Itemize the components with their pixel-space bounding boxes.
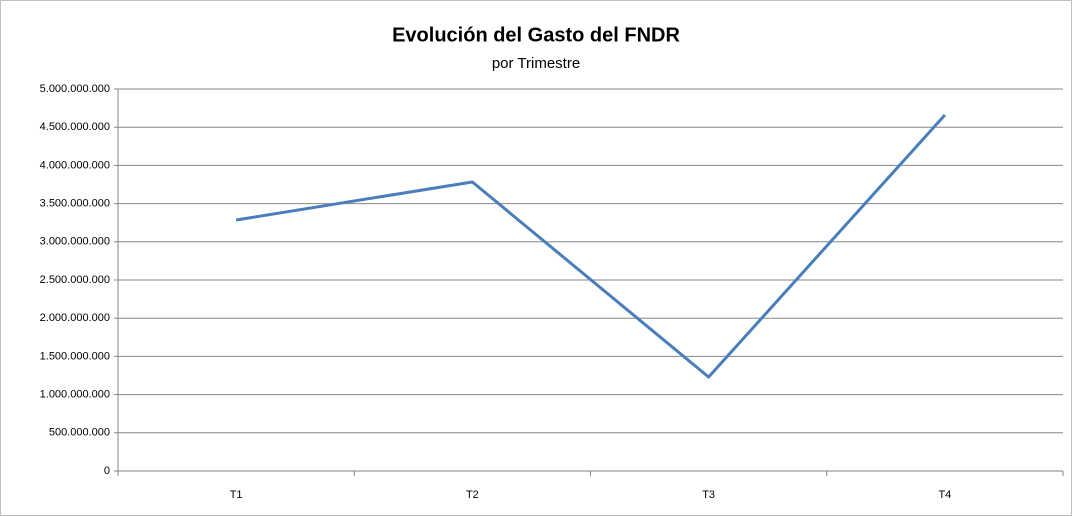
chart-subtitle: por Trimestre <box>492 55 580 72</box>
y-tick-label: 3.000.000.000 <box>40 236 110 248</box>
y-tick-label: 1.500.000.000 <box>40 350 110 362</box>
y-tick-label: 4.500.000.000 <box>40 121 110 133</box>
y-tick-label: 3.500.000.000 <box>40 198 110 210</box>
y-tick-label: 2.000.000.000 <box>40 312 110 324</box>
x-tick-label: T3 <box>702 489 715 501</box>
x-tick-label: T2 <box>466 489 479 501</box>
y-tick-label: 500.000.000 <box>49 427 110 439</box>
y-tick-label: 1.000.000.000 <box>40 389 110 401</box>
y-tick-label: 2.500.000.000 <box>40 274 110 286</box>
data-line <box>235 113 946 379</box>
y-tick-label: 0 <box>104 465 110 477</box>
x-tick-label: T4 <box>938 489 951 501</box>
y-tick-label: 5.000.000.000 <box>40 83 110 95</box>
x-tick-label: T1 <box>230 489 243 501</box>
y-tick-label: 4.000.000.000 <box>40 159 110 171</box>
chart-title: Evolución del Gasto del FNDR <box>392 24 680 46</box>
